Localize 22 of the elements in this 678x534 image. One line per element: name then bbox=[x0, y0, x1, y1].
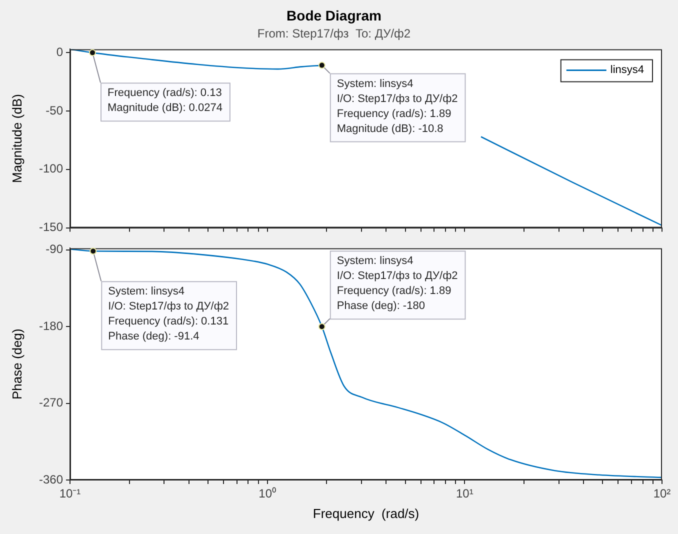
y-tick-label: -100 bbox=[38, 162, 64, 176]
y-tick-label: -90 bbox=[46, 242, 64, 256]
x-tick-label: 10² bbox=[653, 486, 671, 501]
x-tick-label: 10⁻¹ bbox=[59, 486, 81, 501]
y-tick-label: -150 bbox=[38, 220, 64, 234]
annotation: Frequency (rad/s): 0.13 Magnitude (dB): 0.0274 bbox=[107, 87, 222, 114]
x-tick-label: 10¹ bbox=[456, 486, 474, 501]
y-tick-label: -50 bbox=[46, 103, 64, 118]
legend-label: linsys4 bbox=[610, 64, 644, 76]
x-axis-title: Frequency (rad/s) bbox=[312, 506, 420, 521]
x-tick-label: 10⁰ bbox=[258, 486, 276, 501]
chart-title: Bode Diagram bbox=[286, 7, 382, 24]
annotation: System: linsys4 I/O: Step17/фз to ДУ/ф2 Frequency (rad/s): 1.89 Phase (deg): -180 bbox=[336, 255, 458, 312]
y-tick-label: -360 bbox=[38, 472, 64, 486]
annotation: System: linsys4 I/O: Step17/фз to ДУ/ф2 Frequency (rad/s): 0.131 Phase (deg): -91.4 bbox=[108, 286, 230, 343]
annotation: System: linsys4 I/O: Step17/фз to ДУ/ф2 Frequency (rad/s): 1.89 Magnitude (dB): -10.8 bbox=[336, 78, 458, 135]
y-tick-label: -180 bbox=[38, 318, 64, 333]
y-axis-title: Phase (deg) bbox=[9, 328, 24, 400]
y-tick-label: -270 bbox=[38, 396, 64, 410]
chart-subtitle: From: Step17/фз To: ДУ/ф2 bbox=[257, 26, 411, 40]
y-tick-label: 0 bbox=[56, 45, 64, 60]
y-axis-title: Magnitude (dB) bbox=[9, 94, 24, 183]
